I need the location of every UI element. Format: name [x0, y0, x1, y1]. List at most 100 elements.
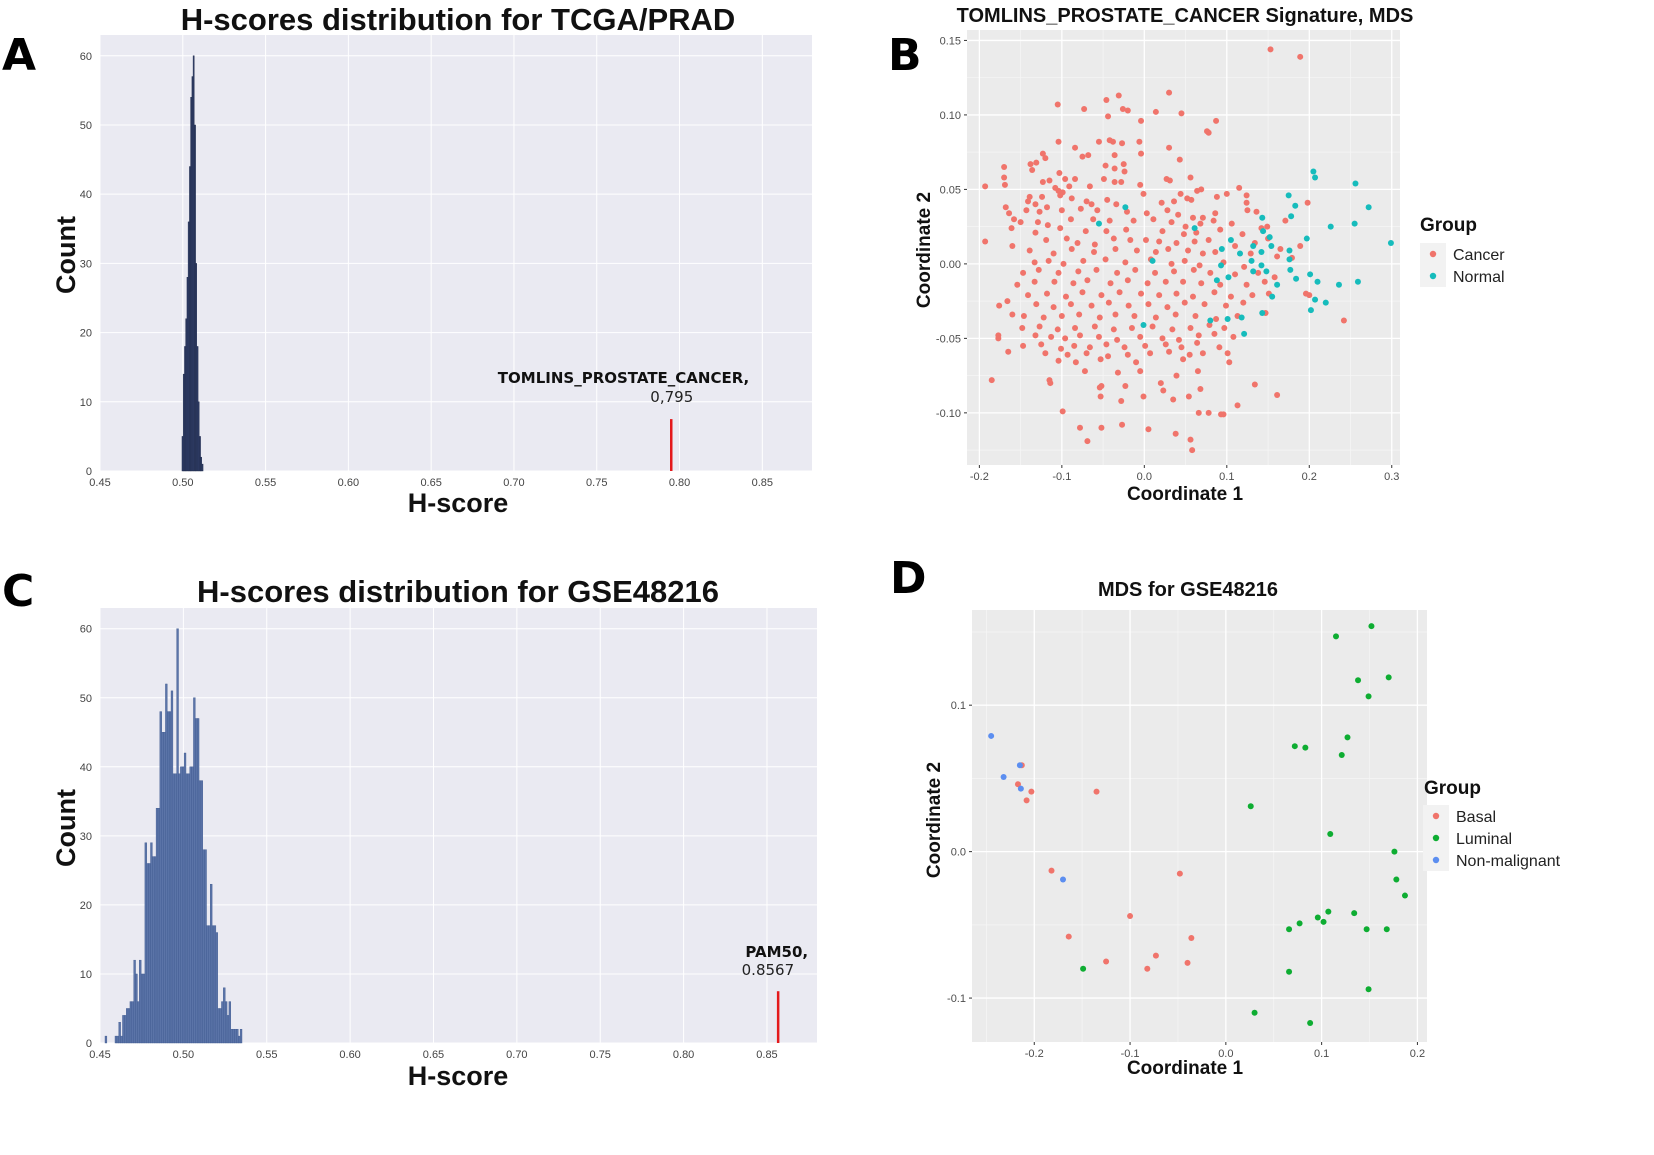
point-normal [1312, 296, 1319, 303]
point-cancer [1020, 313, 1027, 320]
point-cancer [1062, 293, 1069, 300]
point-cancer [1121, 168, 1128, 175]
point-cancer [1162, 341, 1169, 348]
x-axis-label: Coordinate 1 [1127, 484, 1244, 505]
x-tick-label: -0.2 [970, 471, 989, 483]
point-cancer [1145, 426, 1152, 433]
point-non-malignant [1000, 773, 1007, 780]
point-normal [1352, 180, 1359, 187]
point-cancer [1189, 447, 1196, 454]
point-cancer [1133, 359, 1140, 366]
point-cancer [1122, 383, 1129, 390]
panel-letter-c: C [2, 566, 35, 617]
point-cancer [1213, 193, 1220, 200]
point-cancer [1138, 290, 1145, 297]
point-cancer [1297, 53, 1304, 60]
point-cancer [1274, 253, 1281, 260]
point-normal [1286, 247, 1293, 254]
point-non-malignant [988, 732, 995, 739]
histogram-bar [191, 766, 194, 1044]
point-cancer [1084, 277, 1091, 284]
point-cancer [1085, 152, 1092, 159]
point-luminal [1393, 876, 1400, 883]
point-cancer [1068, 245, 1075, 252]
point-normal [1312, 174, 1319, 181]
legend-title: Group [1424, 778, 1481, 799]
panel-letter-b: B [888, 30, 922, 81]
point-normal [1260, 228, 1267, 235]
point-cancer [1217, 281, 1224, 288]
point-cancer [1002, 204, 1009, 211]
histogram-bar [198, 780, 202, 1044]
point-cancer [1110, 326, 1117, 333]
point-cancer [1066, 183, 1073, 190]
point-cancer [1094, 207, 1101, 214]
point-cancer [1232, 271, 1239, 278]
x-tick-label: 0.50 [173, 1049, 194, 1061]
point-cancer [1054, 101, 1061, 108]
point-cancer [1168, 260, 1175, 267]
point-cancer [1137, 333, 1144, 340]
point-normal [1225, 274, 1232, 281]
point-normal [1287, 266, 1294, 273]
histogram-bar [230, 1028, 233, 1044]
x-tick-label: -0.1 [1052, 471, 1071, 483]
point-cancer [1241, 263, 1248, 270]
point-normal [1207, 317, 1214, 324]
point-normal [1218, 262, 1225, 269]
histogram-bar [208, 925, 211, 1044]
y-tick-label: 0 [86, 466, 92, 478]
point-cancer [1137, 181, 1144, 188]
point-cancer [1157, 380, 1164, 387]
histogram-bar [161, 732, 164, 1044]
point-cancer [1001, 181, 1008, 188]
point-cancer [1177, 190, 1184, 197]
point-cancer [1181, 299, 1188, 306]
histogram-bar [155, 808, 159, 1044]
point-normal [1351, 220, 1358, 227]
point-cancer [1076, 311, 1083, 318]
point-cancer [1115, 92, 1122, 99]
point-cancer [1137, 368, 1144, 375]
x-tick-label: 0.1 [1314, 1048, 1329, 1060]
histogram-bar [172, 773, 175, 1044]
x-tick-label: 0.60 [339, 1049, 360, 1061]
point-basal [1127, 913, 1134, 920]
point-normal [1365, 204, 1372, 211]
histogram-bar [219, 1008, 222, 1044]
histogram-bar [182, 766, 185, 1044]
point-non-malignant [1060, 876, 1066, 883]
point-cancer [1110, 235, 1117, 242]
point-cancer [1098, 424, 1105, 431]
histogram-bar [192, 55, 195, 472]
y-tick-label: 10 [80, 397, 92, 409]
point-cancer [1111, 178, 1118, 185]
point-cancer [982, 238, 989, 245]
point-cancer [1032, 201, 1039, 208]
point-basal [1176, 870, 1183, 877]
point-normal [1248, 257, 1255, 264]
chart-title: MDS for GSE48216 [1098, 579, 1278, 601]
point-cancer [1057, 225, 1064, 232]
point-cancer [1304, 199, 1311, 206]
point-cancer [1133, 247, 1140, 254]
histogram-bar [189, 766, 192, 1044]
point-cancer [1047, 380, 1054, 387]
point-cancer [1122, 259, 1129, 266]
point-normal [1285, 192, 1292, 199]
point-cancer [1062, 335, 1069, 342]
y-tick-label: 40 [80, 762, 92, 774]
point-cancer [1194, 339, 1201, 346]
point-cancer [1067, 216, 1074, 223]
histogram-bar [126, 1008, 129, 1044]
point-cancer [1169, 326, 1176, 333]
point-cancer [1080, 257, 1087, 264]
point-cancer [1189, 293, 1196, 300]
point-cancer [1097, 356, 1104, 363]
point-cancer [1057, 192, 1064, 199]
y-tick-label: 0.15 [940, 35, 961, 47]
point-luminal [1286, 968, 1293, 975]
point-normal [1314, 278, 1321, 285]
histogram-bar [204, 849, 207, 1044]
point-cancer [1004, 298, 1011, 305]
